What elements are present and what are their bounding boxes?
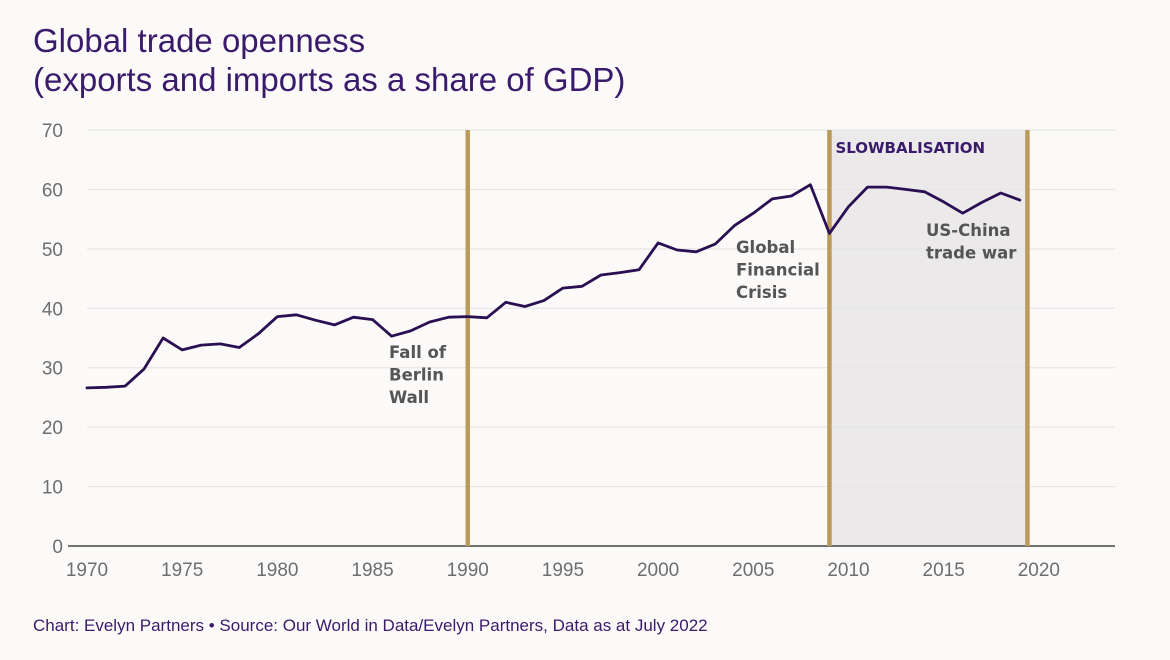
annotations: Fall of Berlin Wall Global Financial Crisis US… xyxy=(389,221,1017,407)
y-tick-label: 10 xyxy=(42,478,63,499)
event-annotation: Wall xyxy=(389,388,429,407)
x-tick-label: 1990 xyxy=(447,560,489,581)
event-annotation: Financial xyxy=(736,261,820,280)
slowbalisation-shade xyxy=(829,130,1028,546)
x-tick-label: 2005 xyxy=(732,560,774,581)
y-tick-label: 40 xyxy=(42,299,63,320)
x-tick-label: 1970 xyxy=(66,560,108,581)
source-text: Chart: Evelyn Partners • Source: Our Wor… xyxy=(33,616,708,635)
event-annotation: Global xyxy=(736,238,795,257)
event-annotation: Berlin xyxy=(389,366,444,385)
event-annotation: trade war xyxy=(926,244,1017,263)
x-tick-label: 2000 xyxy=(637,560,679,581)
chart-title: Global trade openness(exports and import… xyxy=(33,22,625,98)
y-tick-label: 0 xyxy=(52,537,63,558)
event-annotation: Crisis xyxy=(736,283,787,302)
x-tick-label: 1980 xyxy=(256,560,298,581)
x-tick-label: 1975 xyxy=(161,560,203,581)
y-tick-label: 30 xyxy=(42,359,63,380)
x-tick-label: 1995 xyxy=(542,560,584,581)
chart-title-line: (exports and imports as a share of GDP) xyxy=(33,61,625,98)
event-annotation: Fall of xyxy=(389,343,447,362)
event-annotation: US-China xyxy=(926,221,1011,240)
series-line xyxy=(85,183,1022,390)
chart-title-line: Global trade openness xyxy=(33,22,365,59)
source-note: Chart: Evelyn Partners • Source: Our Wor… xyxy=(33,616,708,635)
x-tick-label: 1985 xyxy=(351,560,393,581)
grid-lines xyxy=(87,129,1115,488)
x-tick-label: 2020 xyxy=(1018,560,1060,581)
event-markers xyxy=(465,130,1030,546)
y-tick-label: 70 xyxy=(42,121,63,142)
series-line-group xyxy=(85,183,1022,390)
axes: 0 10 20 30 40 50 60 70 1970 1975 1980 1985 1990 1995 2… xyxy=(42,121,1115,581)
x-tick-label: 2010 xyxy=(827,560,869,581)
slowbalisation-label: SLOWBALISATION xyxy=(835,139,985,157)
y-tick-label: 60 xyxy=(42,180,63,201)
y-tick-label: 20 xyxy=(42,418,63,439)
slowbalisation-region: SLOWBALISATION xyxy=(829,130,1028,546)
y-tick-label: 50 xyxy=(42,240,63,261)
x-tick-label: 2015 xyxy=(923,560,965,581)
